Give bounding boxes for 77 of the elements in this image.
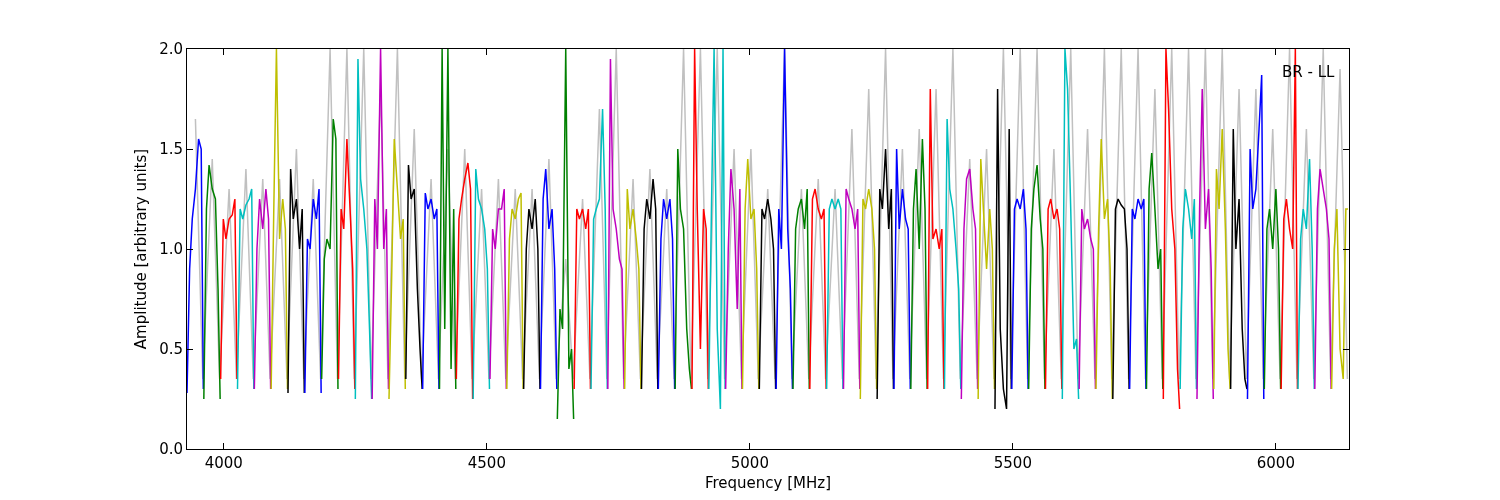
line-series bbox=[304, 188, 322, 394]
y-tick-label: 0.5 bbox=[159, 340, 183, 359]
line-series bbox=[792, 188, 811, 390]
y-tick-label: 1.5 bbox=[159, 140, 183, 159]
line-series bbox=[1112, 198, 1130, 400]
line-series bbox=[1027, 164, 1046, 390]
line-series bbox=[809, 188, 827, 390]
line-series bbox=[421, 192, 440, 390]
line-series bbox=[960, 168, 979, 400]
line-series bbox=[926, 88, 945, 390]
line-series bbox=[371, 49, 390, 400]
line-series bbox=[977, 158, 996, 400]
line-series bbox=[573, 208, 592, 390]
y-tick-label: 2.0 bbox=[159, 40, 183, 59]
line-series bbox=[539, 168, 558, 390]
line-series bbox=[994, 88, 1013, 410]
line-series bbox=[1061, 49, 1080, 400]
line-series bbox=[623, 188, 642, 390]
line-series bbox=[270, 49, 289, 390]
x-tick-label: 5500 bbox=[993, 454, 1032, 472]
line-series bbox=[1229, 128, 1248, 390]
line-series bbox=[219, 198, 238, 380]
line-series bbox=[337, 138, 356, 390]
x-tick-label: 6000 bbox=[1256, 454, 1295, 472]
x-tick-label: 4000 bbox=[204, 454, 243, 472]
line-series bbox=[910, 138, 928, 390]
line-series bbox=[1213, 128, 1231, 390]
line-series bbox=[187, 138, 205, 394]
line-series bbox=[1297, 158, 1316, 390]
line-series bbox=[1162, 49, 1181, 410]
line-series bbox=[607, 58, 625, 390]
line-series bbox=[1128, 198, 1147, 390]
line-series bbox=[506, 192, 524, 390]
x-tick-label: 4500 bbox=[467, 454, 506, 472]
line-series bbox=[876, 148, 895, 400]
line-series bbox=[758, 198, 777, 390]
line-series bbox=[287, 168, 306, 394]
line-series bbox=[657, 198, 676, 390]
line-series bbox=[1263, 188, 1282, 390]
line-series bbox=[405, 164, 423, 390]
line-series bbox=[1314, 168, 1332, 390]
line-series bbox=[674, 148, 693, 390]
line-series bbox=[691, 49, 710, 390]
line-series bbox=[640, 178, 659, 390]
line-series bbox=[522, 198, 541, 390]
line-series bbox=[859, 188, 878, 400]
line-series bbox=[354, 58, 373, 400]
line-series bbox=[1246, 74, 1265, 400]
y-tick-label: 1.0 bbox=[159, 240, 183, 259]
y-tick-label: 0.0 bbox=[159, 440, 183, 459]
line-series bbox=[1044, 198, 1063, 390]
x-axis-title: Frequency [MHz] bbox=[704, 474, 832, 492]
line-series bbox=[708, 49, 726, 410]
line-series bbox=[1145, 152, 1164, 390]
line-series bbox=[1095, 138, 1114, 400]
line-series bbox=[741, 158, 760, 390]
line-series bbox=[943, 118, 962, 390]
line-series bbox=[724, 168, 743, 390]
line-series bbox=[253, 188, 272, 390]
line-series bbox=[893, 148, 912, 390]
line-series bbox=[590, 108, 609, 390]
line-series bbox=[438, 49, 457, 390]
line-series bbox=[203, 164, 221, 400]
line-series bbox=[388, 138, 407, 400]
line-series bbox=[556, 49, 575, 420]
line-series bbox=[775, 49, 794, 390]
line-series bbox=[1330, 208, 1349, 390]
line-series bbox=[842, 188, 861, 390]
line-series bbox=[1011, 188, 1029, 390]
line-series bbox=[320, 118, 339, 390]
line-series bbox=[236, 188, 255, 390]
y-axis-title: Amplitude [arbitrary units] bbox=[132, 148, 151, 350]
line-series bbox=[1179, 188, 1198, 390]
line-series bbox=[1078, 208, 1097, 390]
line-series bbox=[1196, 88, 1215, 400]
line-series bbox=[472, 168, 491, 400]
x-tick-label: 5000 bbox=[730, 454, 769, 472]
